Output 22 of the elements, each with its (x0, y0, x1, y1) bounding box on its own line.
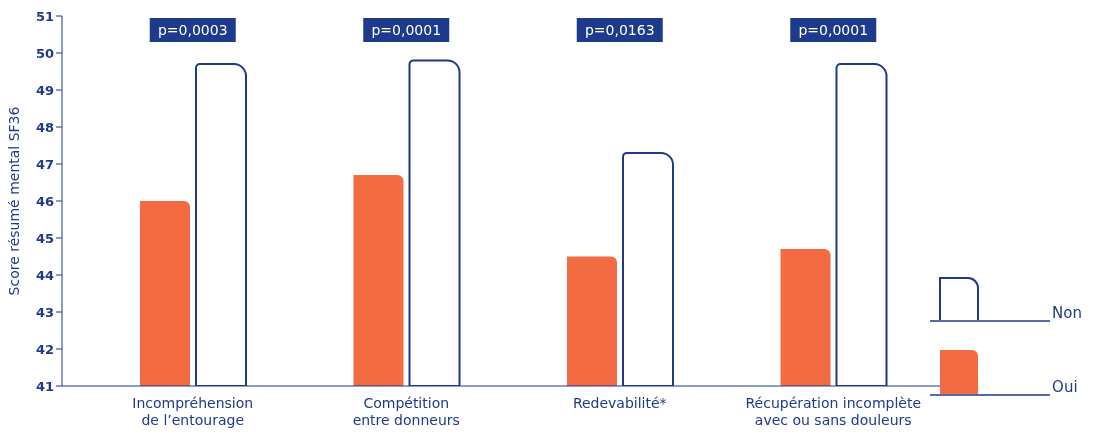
y-tick-label: 49 (35, 82, 54, 98)
y-tick-label: 46 (35, 193, 54, 209)
text: Oui (1052, 378, 1078, 396)
annotation: p=0,0001 (798, 22, 869, 38)
x-tick-label: Récupération incomplète avec ou sans douleurs (745, 395, 922, 428)
y-tick-label: 47 (35, 156, 54, 172)
y-tick-label: 50 (35, 45, 54, 61)
y-tick-label: 48 (35, 119, 54, 135)
annotation: p=0,0001 (371, 22, 442, 38)
annotation: p=0,0003 (157, 22, 228, 38)
annotation: p=0,0163 (584, 22, 655, 38)
y-tick-label: 51 (35, 8, 54, 24)
y-axis-title: Score résumé mental SF36 (5, 106, 22, 296)
x-tick-label: Compétition entre donneurs (352, 395, 460, 428)
y-tick-label: 41 (35, 378, 54, 394)
y-tick-label: 42 (35, 341, 54, 357)
y-tick-label: 43 (35, 304, 54, 320)
y-tick-label: 44 (35, 267, 54, 283)
x-tick-label: Incompréhension de l’entourage (132, 395, 254, 428)
text: Non (1052, 304, 1082, 322)
x-tick-label: Redevabilité* (572, 395, 667, 411)
y-tick-label: 45 (35, 230, 54, 246)
